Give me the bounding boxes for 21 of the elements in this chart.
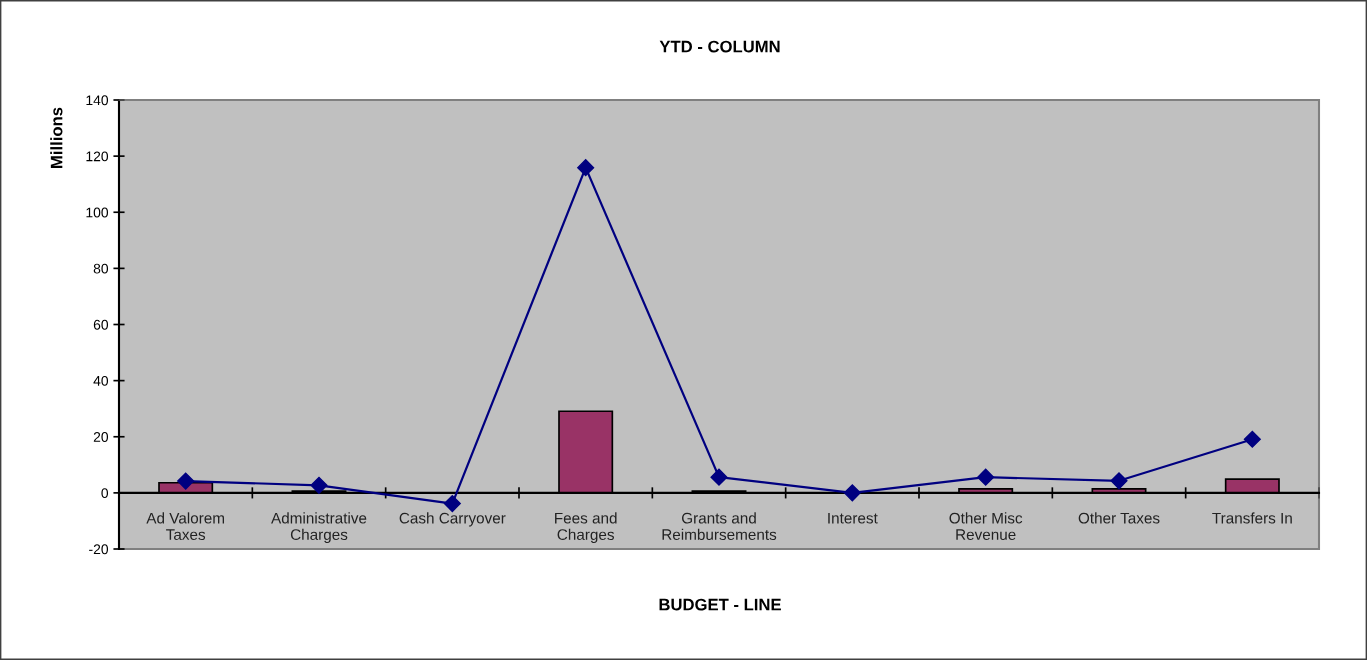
y-axis-title: Millions: [50, 107, 63, 168]
y-tick-label: 80: [93, 263, 109, 274]
y-tick-label: 60: [93, 319, 109, 330]
x-tick-label: Interest: [828, 512, 878, 524]
x-tick-label: Transfers In: [1212, 512, 1292, 524]
x-tick-label: Other Misc Revenue: [949, 512, 1023, 540]
x-tick-label: Ad Valorem Taxes: [146, 512, 225, 540]
chart-title: YTD - COLUMN: [659, 40, 780, 53]
y-tick-label: 0: [101, 488, 109, 499]
x-tick-label: Other Taxes: [1078, 512, 1160, 524]
y-tick-label: 20: [93, 432, 109, 442]
y-tick-label: 140: [86, 95, 109, 106]
x-tick-label: Administrative Charges: [271, 512, 367, 544]
y-tick-label: 100: [86, 207, 109, 218]
y-tick-label: 40: [93, 375, 109, 386]
x-axis-title: BUDGET - LINE: [659, 598, 781, 611]
y-tick-label: -20: [89, 544, 109, 555]
x-tick-label: Fees and Charges: [555, 512, 617, 544]
x-tick-label: Cash Carryover: [399, 512, 506, 527]
y-tick-label: 120: [86, 151, 109, 162]
x-tick-label: Grants and Reimbursements: [662, 512, 777, 540]
